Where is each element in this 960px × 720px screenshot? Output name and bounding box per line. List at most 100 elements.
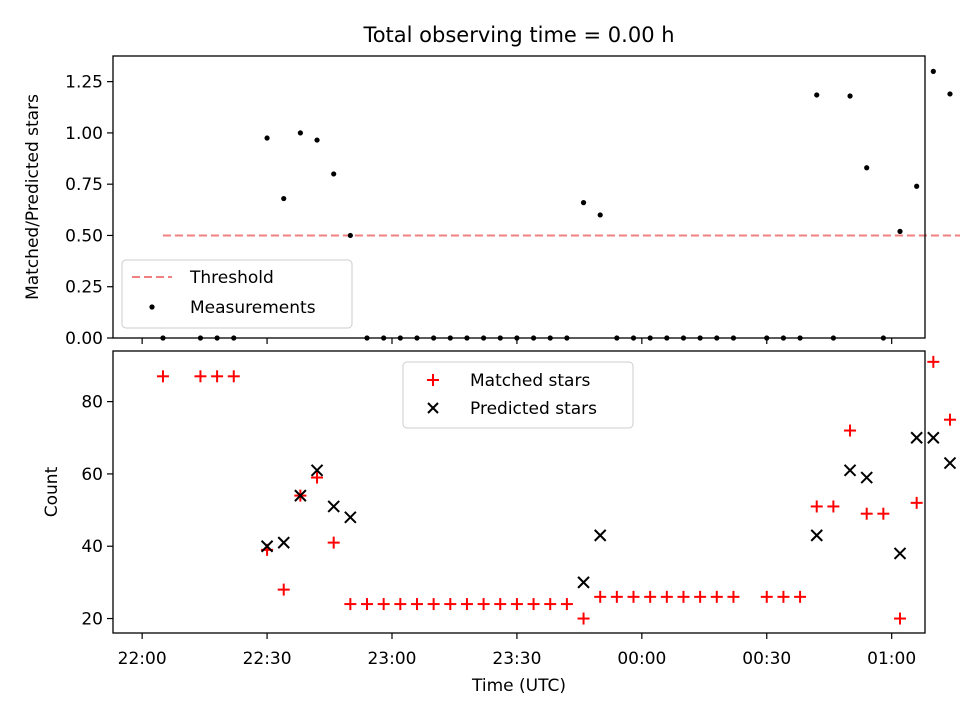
top-y-tick-label: 0.50 [65, 226, 103, 246]
measurement-point [930, 68, 936, 74]
matched-star-point [894, 612, 907, 625]
top-plot-frame [112, 55, 926, 339]
measurement-point [597, 212, 603, 218]
matched-star-point [860, 507, 873, 520]
matched-star-point [410, 598, 423, 611]
x-tick-label: 22:30 [243, 649, 292, 669]
top-legend: Threshold Measurements [121, 259, 353, 329]
matched-star-point [910, 496, 923, 509]
matched-star-point [460, 598, 473, 611]
measurement-point [947, 91, 953, 97]
top-panel: Total observing time = 0.00 h 0.000.250.… [23, 23, 960, 349]
matched-star-point [677, 590, 690, 603]
predicted-star-point [860, 471, 873, 484]
bottom-ticks: 22:0022:3023:0023:3000:0000:3001:0001:30… [81, 393, 916, 669]
matched-star-point [710, 590, 723, 603]
bottom-y-tick-label: 60 [81, 465, 103, 485]
matched-star-point [444, 598, 457, 611]
x-axis-label: Time (UTC) [471, 676, 566, 696]
measurement-point [897, 228, 903, 234]
measurement-point [914, 183, 920, 189]
matched-star-point [777, 590, 790, 603]
legend-predicted-swatch [427, 402, 439, 414]
legend-matched-label: Matched stars [470, 371, 590, 391]
measurement-point [864, 165, 870, 171]
x-tick-label: 01:00 [867, 649, 916, 669]
bottom-legend-box [402, 361, 634, 429]
bottom-y-tick-label: 40 [81, 537, 103, 557]
measurement-point [814, 92, 820, 98]
measurement-point [347, 232, 353, 239]
predicted-star-point [327, 500, 340, 513]
matched-star-point [877, 507, 890, 520]
matched-star-point [494, 598, 507, 611]
measurement-point [297, 130, 303, 136]
predicted-star-point [843, 464, 857, 477]
bottom-plot-frame [112, 350, 926, 634]
top-y-tick-label: 0.75 [65, 175, 103, 195]
x-tick-label: 23:00 [367, 649, 416, 669]
matched-star-point [277, 583, 290, 596]
bottom-legend: Matched stars Predicted stars [402, 361, 634, 429]
matched-star-point [194, 370, 207, 383]
top-legend-box [121, 259, 353, 329]
predicted-star-point [593, 529, 607, 542]
predicted-star-point [577, 576, 590, 589]
x-tick-label: 00:00 [617, 649, 666, 669]
matched-star-point [694, 590, 707, 603]
matched-star-point [927, 355, 940, 368]
predicted-star-point [310, 464, 324, 477]
measurement-point [331, 171, 337, 177]
predicted-star-point [294, 489, 307, 502]
matched-star-point [227, 370, 240, 383]
matched-star-point [727, 590, 740, 603]
predicted-star-point [893, 547, 907, 560]
matched-star-point [211, 370, 224, 383]
matched-star-point [544, 598, 557, 611]
top-y-tick-label: 1.00 [65, 124, 103, 144]
bottom-panel: 22:0022:3023:0023:3000:0000:3001:0001:30… [42, 350, 957, 696]
matched-star-point [644, 590, 657, 603]
measurement-point [314, 137, 320, 143]
matched-star-point [577, 612, 590, 625]
legend-matched-swatch [427, 374, 439, 386]
matched-star-point [560, 598, 573, 611]
matched-star-point [344, 598, 357, 611]
top-y-tick-label: 0.00 [65, 329, 103, 349]
x-tick-label: 00:30 [742, 649, 791, 669]
matched-star-point [510, 598, 523, 611]
top-ticks: 0.00 0.25 0.50 0.75 1.00 1.25 [65, 73, 893, 349]
matched-star-point [427, 598, 440, 611]
x-tick-label: 22:00 [118, 649, 167, 669]
matched-star-point [311, 471, 324, 484]
legend-predicted-label: Predicted stars [470, 399, 597, 419]
matched-star-point [794, 590, 807, 603]
matched-star-point [327, 536, 340, 549]
matched-star-point [943, 413, 956, 426]
predicted-star-point [260, 540, 274, 553]
matched-star-point [394, 598, 407, 611]
legend-measurements-swatch [149, 304, 155, 310]
matched-star-point [627, 590, 640, 603]
measurement-point [580, 200, 587, 206]
top-y-tick-label: 1.25 [65, 73, 103, 93]
matched-star-point [660, 590, 673, 603]
top-y-tick-label: 0.25 [65, 278, 103, 298]
predicted-star-point [344, 511, 357, 524]
matched-star-point [377, 598, 390, 611]
legend-measurements-label: Measurements [190, 298, 316, 318]
legend-threshold-label: Threshold [189, 268, 274, 288]
top-y-axis-label: Matched/Predicted stars [23, 94, 43, 300]
predicted-star-point [927, 431, 940, 444]
predicted-star-point [277, 536, 290, 549]
matched-star-point [361, 598, 374, 611]
matched-star-point [844, 424, 857, 437]
predicted-star-point [910, 431, 923, 444]
count-points [156, 355, 957, 625]
matched-star-point [827, 500, 840, 513]
predicted-star-point [810, 529, 823, 542]
matched-star-point [760, 590, 773, 603]
bottom-y-axis-label: Count [42, 466, 62, 517]
matched-star-point [527, 598, 540, 611]
